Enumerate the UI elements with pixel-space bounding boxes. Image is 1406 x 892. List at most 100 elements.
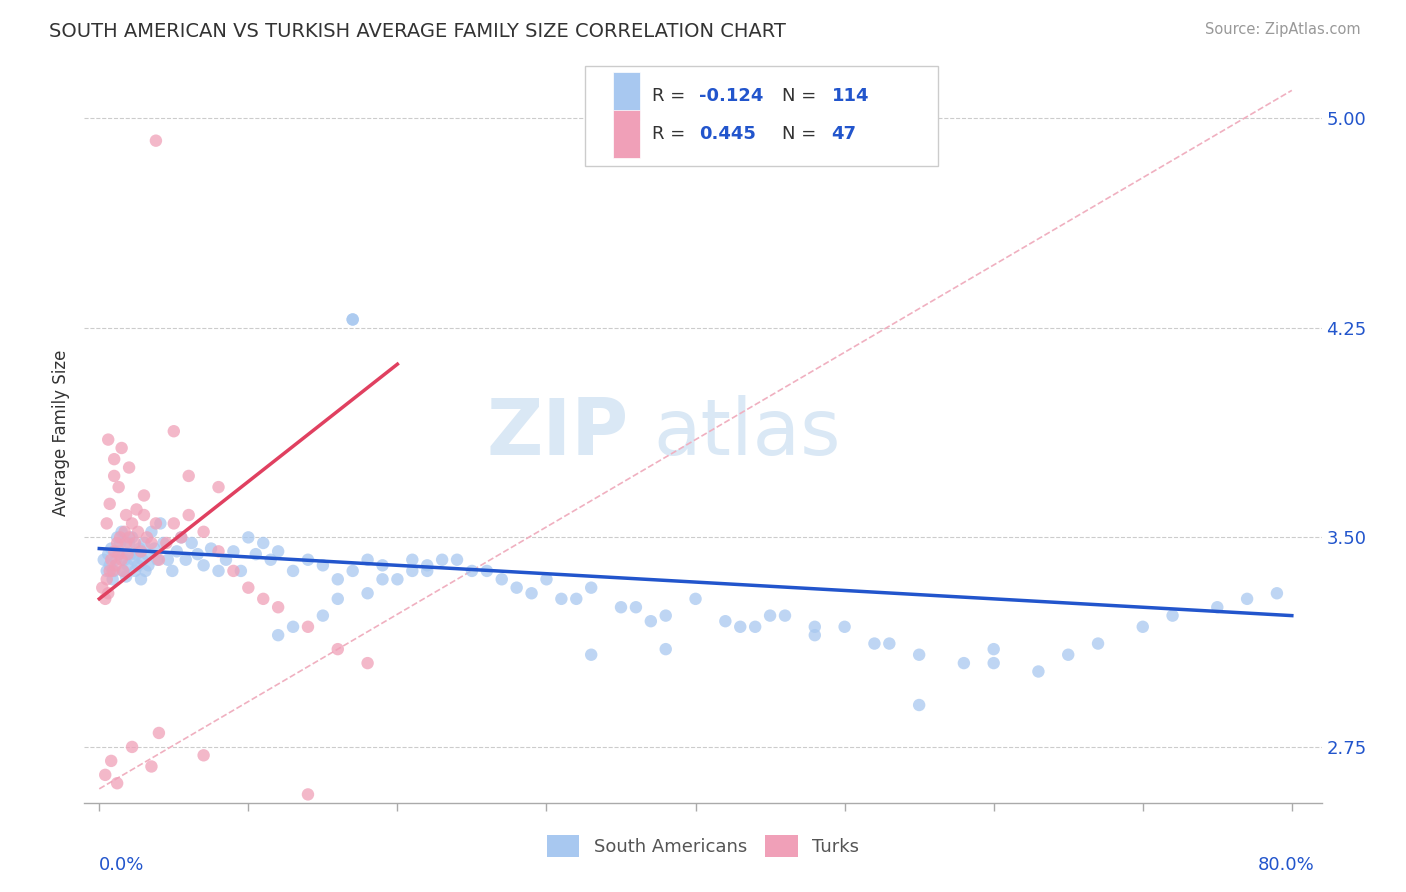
Point (103, 469, 125, 483)
Point (759, 608, 782, 623)
Point (180, 536, 202, 550)
Point (714, 614, 737, 628)
Point (103, 452, 125, 467)
Point (229, 564, 252, 578)
Point (115, 569, 138, 583)
Point (156, 553, 179, 567)
Point (129, 572, 152, 586)
Point (131, 553, 153, 567)
Point (177, 469, 200, 483)
Point (98, 497, 121, 511)
Text: N =: N = (782, 125, 823, 144)
Point (430, 553, 453, 567)
Point (101, 572, 124, 586)
Point (128, 541, 150, 556)
Point (863, 636, 886, 650)
Point (94, 591, 117, 606)
Point (96, 516, 118, 531)
Point (100, 754, 122, 768)
Point (654, 608, 676, 623)
Point (152, 536, 174, 550)
Point (475, 564, 498, 578)
Point (134, 564, 156, 578)
Point (342, 312, 364, 326)
Point (416, 564, 439, 578)
Text: atlas: atlas (654, 394, 841, 471)
Legend: South Americans, Turks: South Americans, Turks (540, 828, 866, 864)
Point (177, 508, 200, 522)
Point (132, 536, 155, 550)
Point (804, 620, 827, 634)
Point (536, 572, 558, 586)
Point (579, 581, 602, 595)
Point (267, 544, 290, 558)
Text: Source: ZipAtlas.com: Source: ZipAtlas.com (1205, 22, 1361, 37)
Point (730, 620, 752, 634)
Point (222, 544, 245, 558)
Point (550, 591, 572, 606)
Point (107, 544, 129, 558)
Point (132, 508, 155, 522)
Point (104, 558, 127, 573)
Point (143, 541, 166, 556)
Point (111, 524, 134, 539)
Point (170, 530, 193, 544)
Point (105, 530, 128, 544)
Point (187, 547, 209, 561)
Point (127, 524, 149, 539)
Point (145, 516, 167, 531)
Point (312, 608, 335, 623)
Point (96, 572, 118, 586)
Point (149, 516, 172, 531)
Point (136, 530, 159, 544)
Point (461, 564, 484, 578)
Point (326, 642, 349, 657)
Point (101, 564, 124, 578)
Point (104, 553, 127, 567)
Point (744, 620, 766, 634)
Point (141, 536, 163, 550)
Point (222, 564, 245, 578)
Text: R =: R = (652, 125, 692, 144)
Point (121, 530, 143, 544)
Point (115, 536, 138, 550)
Point (387, 572, 409, 586)
Point (356, 656, 378, 670)
Point (107, 480, 129, 494)
Point (118, 530, 141, 544)
Point (908, 648, 931, 662)
Text: ZIP: ZIP (486, 394, 628, 471)
Point (773, 608, 796, 623)
Point (1028, 665, 1050, 679)
Point (281, 564, 304, 578)
Point (267, 628, 290, 642)
Point (983, 656, 1005, 670)
Point (215, 553, 238, 567)
Point (297, 788, 319, 802)
Point (100, 553, 122, 567)
Point (238, 530, 260, 544)
Point (163, 516, 186, 531)
Point (114, 553, 136, 567)
Point (252, 591, 274, 606)
FancyBboxPatch shape (585, 66, 938, 166)
Point (565, 591, 588, 606)
Point (193, 524, 215, 539)
Point (879, 636, 901, 650)
Point (148, 553, 170, 567)
Point (297, 620, 319, 634)
Point (193, 558, 215, 573)
Point (640, 614, 662, 628)
Point (505, 581, 527, 595)
Point (342, 312, 364, 326)
Point (162, 564, 184, 578)
Point (141, 759, 163, 773)
Point (97, 586, 120, 600)
Point (170, 530, 193, 544)
Point (118, 536, 141, 550)
Point (245, 547, 267, 561)
Point (953, 656, 976, 670)
Point (834, 620, 856, 634)
Point (107, 547, 129, 561)
Point (356, 586, 378, 600)
